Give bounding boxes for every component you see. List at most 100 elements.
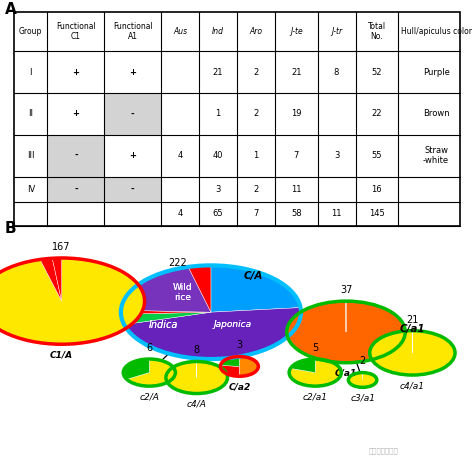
Wedge shape: [52, 258, 62, 301]
Text: 21: 21: [291, 67, 301, 77]
Text: -: -: [74, 185, 78, 194]
Text: II: II: [28, 109, 33, 119]
Text: 222: 222: [168, 258, 187, 268]
Text: 1: 1: [215, 109, 221, 119]
Text: Group: Group: [19, 27, 43, 36]
Wedge shape: [123, 359, 149, 379]
Text: C1/A: C1/A: [50, 351, 73, 359]
Wedge shape: [220, 365, 239, 376]
Text: Functional
C1: Functional C1: [56, 22, 96, 41]
Wedge shape: [287, 301, 405, 363]
Text: 11: 11: [291, 185, 301, 194]
Text: 21: 21: [213, 67, 223, 77]
Wedge shape: [0, 258, 145, 344]
Text: 52: 52: [372, 67, 382, 77]
Text: c2/a1: c2/a1: [303, 392, 328, 401]
Text: Aro: Aro: [249, 27, 263, 36]
Text: 3: 3: [334, 151, 339, 160]
Text: 8: 8: [334, 67, 339, 77]
Text: 21: 21: [406, 314, 419, 325]
Text: Purple: Purple: [423, 67, 449, 77]
Text: C/a2: C/a2: [228, 382, 250, 392]
Text: c4/a1: c4/a1: [400, 381, 425, 390]
Bar: [47, 177, 104, 202]
Text: Indica: Indica: [149, 319, 178, 330]
Text: 58: 58: [291, 209, 301, 219]
Text: 55: 55: [372, 151, 382, 160]
Text: +: +: [129, 67, 136, 77]
Text: A: A: [5, 2, 17, 17]
Wedge shape: [289, 359, 341, 386]
Text: 167: 167: [52, 242, 71, 252]
Text: 6: 6: [146, 343, 152, 353]
Wedge shape: [124, 307, 301, 359]
Text: c3/a1: c3/a1: [350, 393, 375, 403]
Text: 11: 11: [331, 209, 342, 219]
Wedge shape: [127, 359, 175, 386]
Text: 4: 4: [177, 151, 183, 160]
Wedge shape: [121, 267, 211, 312]
Text: Total
No.: Total No.: [368, 22, 386, 41]
Text: 5: 5: [312, 343, 319, 353]
Bar: [104, 177, 161, 202]
Text: Indica: Indica: [149, 319, 178, 330]
Wedge shape: [40, 258, 62, 301]
Text: -: -: [74, 151, 78, 160]
Bar: [47, 135, 104, 177]
Text: -: -: [131, 109, 135, 119]
Text: 37: 37: [340, 285, 352, 295]
Wedge shape: [211, 266, 301, 312]
Text: 1: 1: [253, 151, 259, 160]
Text: J-te: J-te: [290, 27, 302, 36]
Text: IV: IV: [27, 185, 35, 194]
Text: Wild
rice: Wild rice: [173, 283, 192, 302]
Wedge shape: [166, 361, 228, 393]
Bar: [104, 93, 161, 135]
Text: Functional
A1: Functional A1: [113, 22, 153, 41]
Text: I: I: [29, 67, 32, 77]
Text: Hull/apiculus color: Hull/apiculus color: [401, 27, 472, 36]
Text: B: B: [5, 221, 17, 236]
Text: +: +: [73, 67, 79, 77]
Text: 2: 2: [253, 185, 259, 194]
Text: 7: 7: [293, 151, 299, 160]
Wedge shape: [220, 357, 239, 366]
Text: -: -: [131, 185, 135, 194]
Text: 2: 2: [359, 356, 366, 366]
Text: +: +: [73, 109, 79, 119]
Text: 65: 65: [213, 209, 223, 219]
Text: 4: 4: [177, 209, 183, 219]
Text: 7: 7: [253, 209, 259, 219]
Text: Japonica: Japonica: [213, 320, 251, 329]
Text: c2/A: c2/A: [139, 392, 159, 401]
Text: 19: 19: [291, 109, 301, 119]
Text: c4/A: c4/A: [187, 400, 207, 409]
Text: 22: 22: [372, 109, 382, 119]
Text: 3: 3: [237, 340, 242, 351]
Text: 3: 3: [215, 185, 221, 194]
Wedge shape: [291, 359, 315, 372]
Text: Aus: Aus: [173, 27, 187, 36]
Wedge shape: [370, 331, 455, 375]
Text: +: +: [129, 151, 136, 160]
Text: Brown: Brown: [423, 109, 449, 119]
Text: Japonica: Japonica: [213, 320, 251, 329]
Wedge shape: [239, 357, 258, 376]
Wedge shape: [188, 266, 211, 312]
Wedge shape: [121, 312, 211, 325]
Text: 2: 2: [253, 109, 259, 119]
Text: 145: 145: [369, 209, 385, 219]
Wedge shape: [348, 372, 377, 387]
Text: C/a1: C/a1: [335, 369, 357, 378]
Text: C/A: C/A: [244, 272, 263, 281]
Text: 2: 2: [253, 67, 259, 77]
Text: 植物科学最前沿: 植物科学最前沿: [369, 447, 399, 453]
Text: J-tr: J-tr: [331, 27, 342, 36]
Text: III: III: [27, 151, 35, 160]
Text: Straw
-white: Straw -white: [423, 146, 449, 166]
Text: Wild
rice: Wild rice: [173, 283, 192, 302]
Text: 40: 40: [213, 151, 223, 160]
Text: 8: 8: [194, 345, 200, 355]
Text: Ind: Ind: [212, 27, 224, 36]
Wedge shape: [121, 310, 211, 314]
